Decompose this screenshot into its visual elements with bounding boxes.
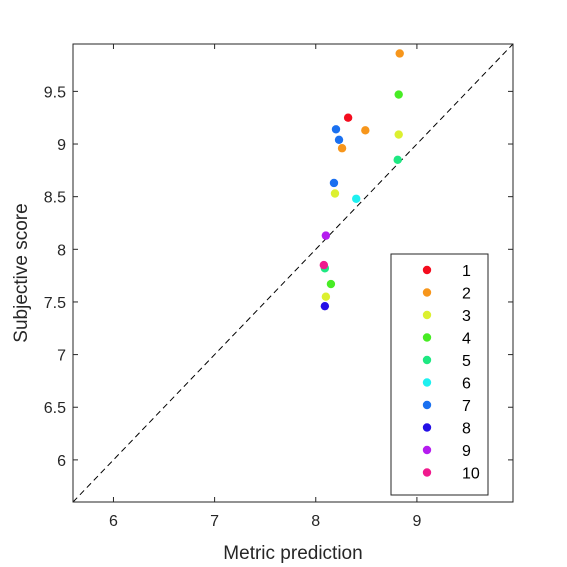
y-tick-label: 6.5 xyxy=(44,400,66,417)
legend-box xyxy=(390,253,489,496)
y-tick-label: 8.5 xyxy=(44,190,66,207)
legend-marker-8 xyxy=(422,423,432,432)
data-point-series-3 xyxy=(394,130,403,139)
data-point-series-7 xyxy=(329,178,339,188)
data-point-series-3 xyxy=(330,189,340,198)
legend-marker-9 xyxy=(422,445,432,455)
x-tick-label: 9 xyxy=(412,513,421,530)
legend-marker-4 xyxy=(422,333,432,342)
x-tick-label: 7 xyxy=(210,513,219,530)
data-point-series-9 xyxy=(321,231,331,240)
y-tick-label: 9 xyxy=(57,137,66,154)
data-point-series-10 xyxy=(319,260,329,270)
data-point-series-7 xyxy=(331,125,341,134)
y-tick-label: 7.5 xyxy=(44,295,66,312)
legend-label: 7 xyxy=(462,398,471,415)
points-layer xyxy=(319,49,404,311)
axes-layer xyxy=(72,43,514,503)
x-axis-label: Metric prediction xyxy=(223,543,362,564)
y-tick-label: 7 xyxy=(57,348,66,365)
legend-label: 8 xyxy=(462,421,471,438)
x-tick-label: 6 xyxy=(109,513,118,530)
legend-marker-7 xyxy=(422,400,432,410)
ticks-layer: 6 7 8 9 6 6.5 7 7.5 8 8.5 9 9.5 xyxy=(44,44,513,530)
legend-marker-3 xyxy=(422,310,432,320)
data-point-series-8 xyxy=(320,301,330,311)
legend-marker-2 xyxy=(422,288,432,297)
x-tick-label: 8 xyxy=(311,513,320,530)
data-point-series-2 xyxy=(361,126,370,135)
legend-label: 5 xyxy=(462,353,471,370)
legend-label: 3 xyxy=(462,308,471,325)
y-tick-label: 6 xyxy=(57,453,66,470)
data-point-series-4 xyxy=(394,90,403,99)
legend-label: 6 xyxy=(462,376,471,393)
legend-label: 2 xyxy=(462,286,471,303)
legend: 1 2 3 4 5 6 7 8 9 10 xyxy=(390,253,489,496)
axes-box xyxy=(72,43,514,503)
legend-marker-10 xyxy=(422,468,432,477)
legend-marker-5 xyxy=(422,355,432,365)
legend-label: 9 xyxy=(462,443,471,460)
data-point-series-7 xyxy=(334,135,344,145)
data-point-series-2 xyxy=(337,144,347,153)
legend-label: 1 xyxy=(462,263,471,280)
data-point-series-2 xyxy=(395,49,404,58)
data-point-series-4 xyxy=(326,279,336,289)
legend-label: 4 xyxy=(462,331,471,348)
y-tick-label: 8 xyxy=(57,242,66,259)
y-axis-label: Subjective score xyxy=(11,203,32,342)
legend-marker-6 xyxy=(422,378,432,387)
data-point-series-6 xyxy=(352,194,361,203)
reference-line-layer xyxy=(72,43,514,503)
identity-reference-line xyxy=(72,43,514,503)
legend-label: 10 xyxy=(462,466,480,483)
data-point-series-1 xyxy=(343,113,353,122)
y-tick-label: 9.5 xyxy=(44,84,66,101)
data-point-series-5 xyxy=(393,155,402,165)
data-point-series-3 xyxy=(321,292,331,301)
legend-marker-1 xyxy=(422,265,432,275)
